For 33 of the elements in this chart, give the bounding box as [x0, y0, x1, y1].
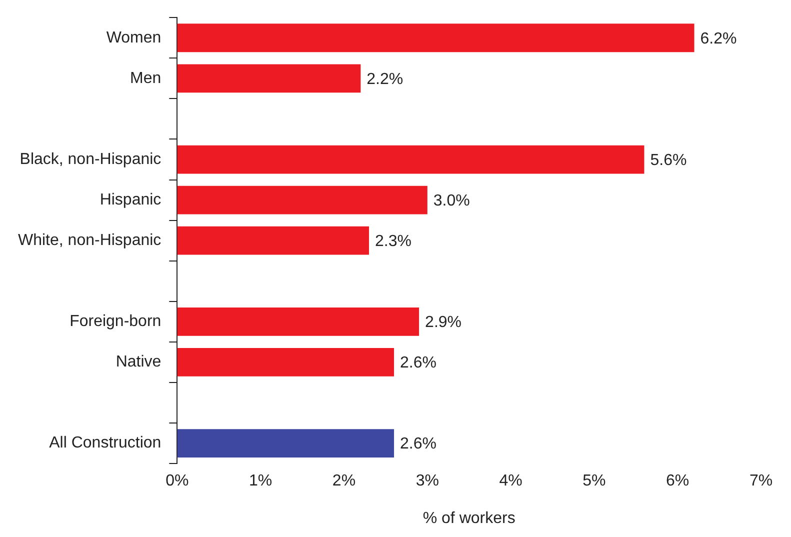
y-tick-label: White, non-Hispanic	[18, 232, 162, 250]
x-tick-label: 6%	[666, 472, 690, 490]
y-tick-label: All Construction	[49, 434, 162, 452]
y-tick-label: Women	[106, 29, 162, 46]
x-tick-label: 3%	[416, 472, 439, 490]
bar	[177, 145, 644, 174]
x-tick-label: 2%	[332, 472, 356, 490]
data-label: 2.3%	[375, 233, 412, 250]
data-label: 2.6%	[400, 354, 436, 372]
bar	[177, 186, 428, 214]
data-label: 2.2%	[366, 70, 404, 88]
bar	[177, 348, 394, 376]
x-tick-label: 0%	[166, 472, 189, 490]
bar	[177, 308, 420, 336]
bar	[177, 24, 694, 52]
bar	[177, 429, 394, 458]
bar	[177, 64, 361, 93]
y-tick-label: Foreign-born	[70, 313, 162, 330]
y-tick-label: Native	[116, 354, 162, 371]
bar	[177, 226, 369, 255]
x-tick-label: 5%	[582, 472, 606, 490]
y-tick-label: Black, non-Hispanic	[20, 150, 162, 168]
x-tick-label: 4%	[499, 472, 522, 490]
y-tick-label: Hispanic	[100, 191, 162, 208]
x-tick-label: 1%	[249, 472, 272, 490]
y-tick-label: Men	[130, 70, 162, 87]
data-label: 6.2%	[700, 30, 737, 48]
data-label: 2.6%	[400, 436, 436, 453]
data-label: 5.6%	[650, 152, 687, 169]
data-label: 3.0%	[433, 192, 470, 210]
x-axis-title: % of workers	[422, 510, 516, 527]
x-tick-label: 7%	[749, 472, 773, 490]
data-label: 2.9%	[425, 314, 462, 332]
